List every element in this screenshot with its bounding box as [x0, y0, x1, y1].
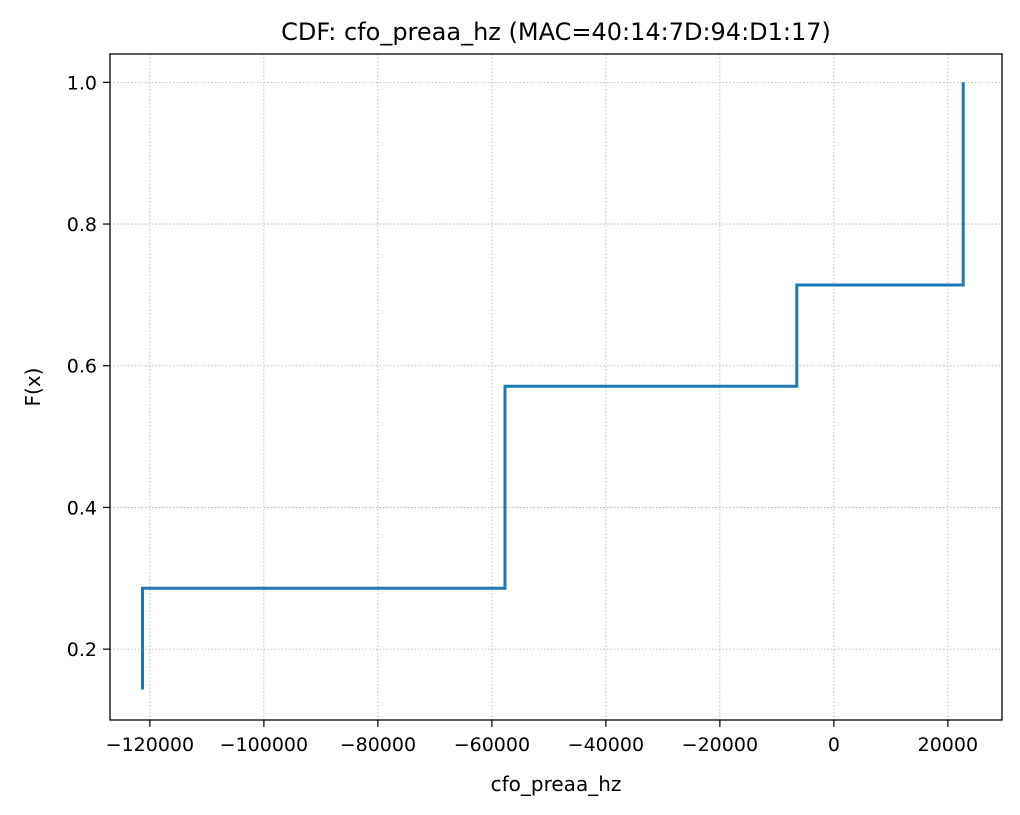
x-tick-label: −100000 [220, 734, 308, 756]
y-tick-label: 0.6 [67, 356, 97, 378]
y-tick-label: 0.2 [67, 639, 97, 661]
y-tick-label: 0.8 [67, 214, 97, 236]
y-tick-label: 1.0 [67, 72, 97, 94]
x-axis: −120000 −100000 −80000 −60000 −40000 −20000 0 2… [106, 720, 978, 756]
x-tick-label: −80000 [340, 734, 416, 756]
y-tick-label: 0.4 [67, 497, 97, 519]
grid [110, 54, 1002, 720]
y-axis: 0.2 0.4 0.6 0.8 1.0 [67, 72, 110, 661]
chart-title: CDF: cfo_preaa_hz (MAC=40:14:7D:94:D1:17… [281, 18, 831, 46]
x-tick-label: −60000 [454, 734, 530, 756]
x-axis-label: cfo_preaa_hz [491, 772, 622, 796]
x-tick-label: 0 [828, 734, 840, 756]
plot-frame [109, 53, 1003, 721]
y-axis-label: F(x) [21, 368, 45, 407]
x-tick-label: −40000 [568, 734, 644, 756]
x-tick-label: −120000 [106, 734, 194, 756]
x-tick-label: 20000 [918, 734, 978, 756]
series-layer [141, 82, 965, 690]
cdf-step-line [141, 82, 965, 690]
x-tick-label: −20000 [682, 734, 758, 756]
